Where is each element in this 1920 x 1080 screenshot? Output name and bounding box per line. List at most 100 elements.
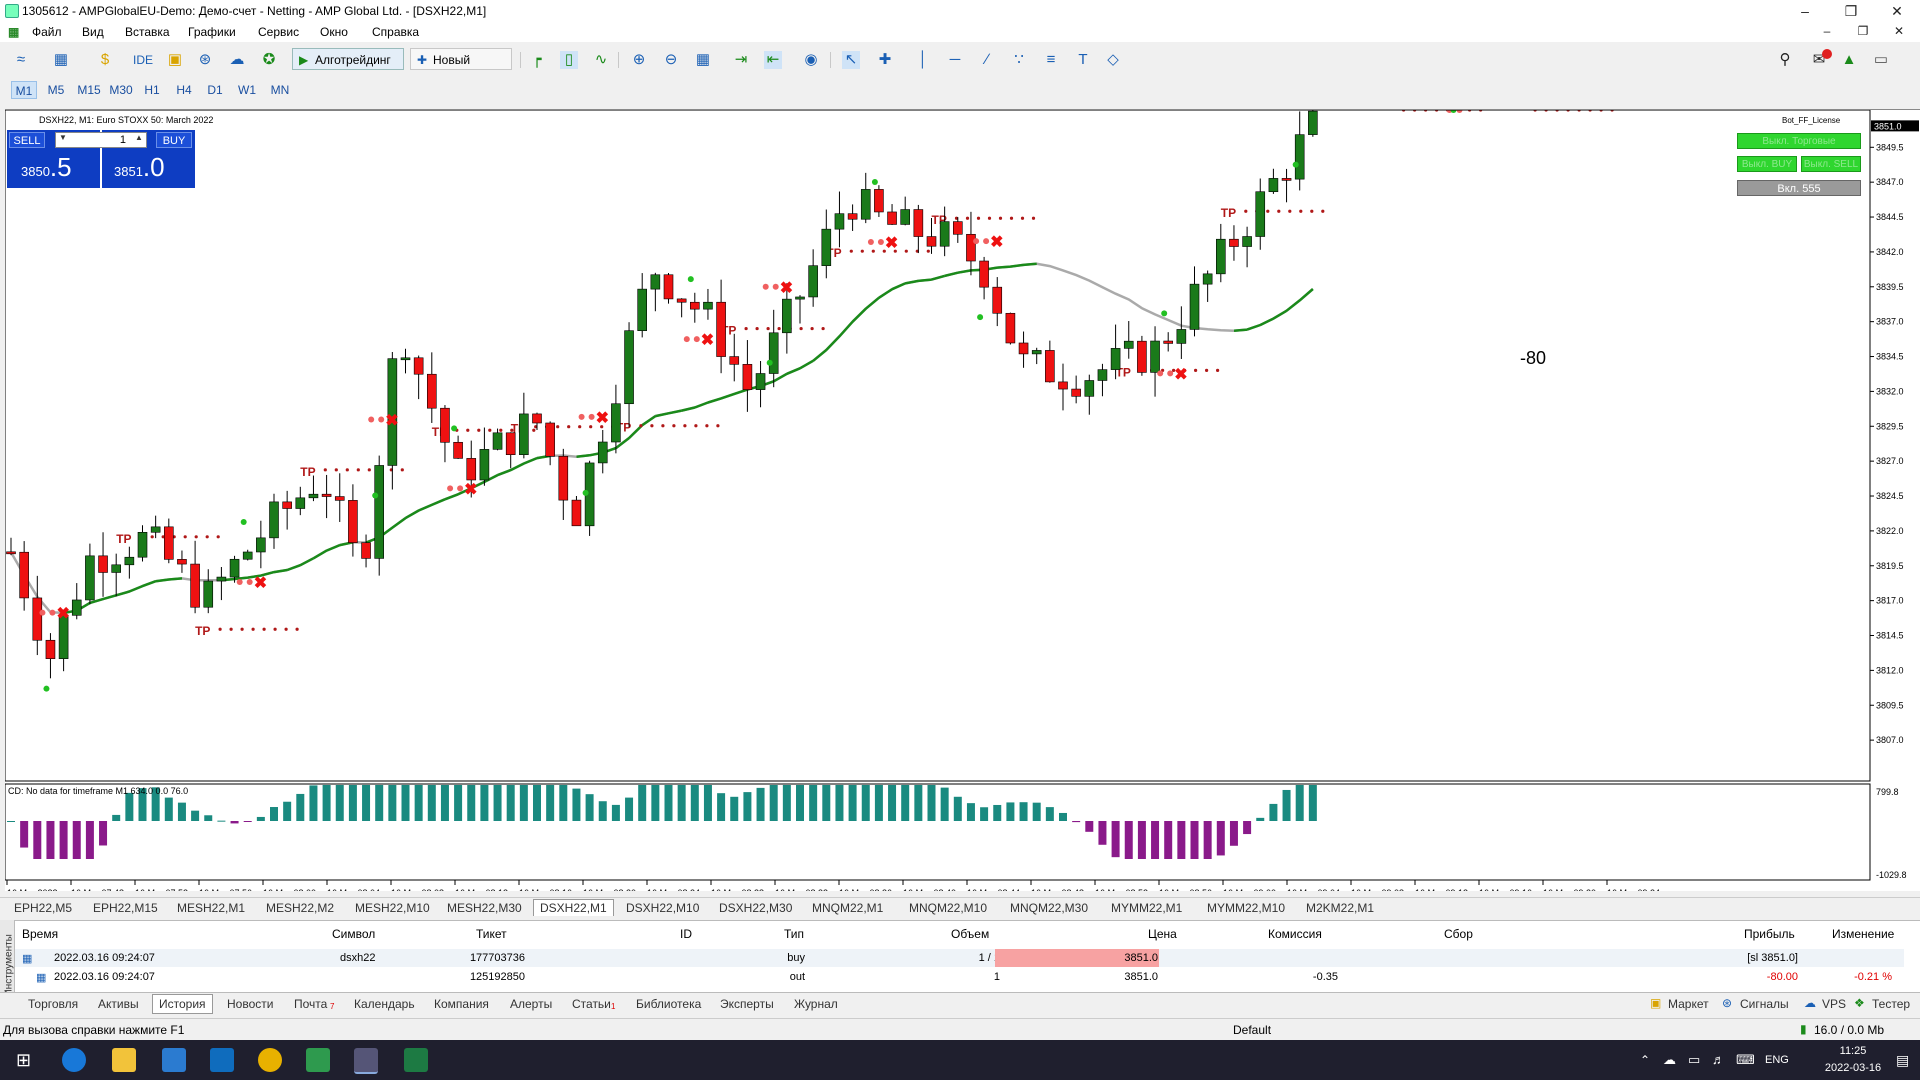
search-icon[interactable]: ⚲ — [1779, 51, 1791, 68]
metatrader-icon[interactable] — [306, 1048, 330, 1072]
col-time[interactable]: Время — [22, 927, 59, 941]
trendline-icon[interactable]: ∕ — [985, 51, 989, 68]
tab-mnqm22-m10[interactable]: MNQM22,M10 — [909, 901, 988, 915]
tf-mn[interactable]: MN — [270, 83, 290, 97]
excel-icon[interactable] — [404, 1048, 428, 1072]
tab-vps[interactable]: VPS — [1822, 997, 1847, 1011]
cloud-icon[interactable]: ☁ — [229, 51, 245, 68]
tab-m2km22-m1[interactable]: M2KM22,M1 — [1306, 901, 1375, 915]
volume-down-icon[interactable]: ▼ — [59, 133, 67, 142]
tab-mesh22-m10[interactable]: MESH22,M10 — [355, 901, 430, 915]
menu-help[interactable]: Справка — [372, 25, 420, 39]
tab-mesh22-m30[interactable]: MESH22,M30 — [447, 901, 522, 915]
col-change[interactable]: Изменение — [1832, 927, 1895, 941]
col-commission[interactable]: Комиссия — [1268, 927, 1322, 941]
chart-area[interactable]: TPTPTPTPTPTPTPTPTPTPTPTPTP ✖✖✖✖✖✖✖✖✖✖✖✖ … — [5, 109, 1920, 891]
table-row[interactable]: ▦ 2022.03.16 09:24:07 dsxh22 177703736 b… — [14, 949, 1904, 967]
chart-shift-icon[interactable]: ⇤ — [764, 51, 782, 69]
tab-dsxh22-m10[interactable]: DSXH22,M10 — [626, 901, 700, 915]
menu-charts[interactable]: Графики — [188, 25, 236, 39]
tab-library[interactable]: Библиотека — [636, 997, 702, 1011]
bag-icon[interactable]: ▣ — [167, 51, 183, 68]
ide-button[interactable]: IDE — [132, 53, 153, 67]
algotrading-button[interactable]: ▶ Алготрейдинг — [292, 48, 404, 70]
col-symbol[interactable]: Символ — [332, 927, 376, 941]
tab-journal[interactable]: Журнал — [794, 997, 838, 1011]
zoom-out-icon[interactable]: ⊖ — [664, 51, 678, 68]
tf-m5[interactable]: M5 — [47, 83, 65, 97]
tab-mesh22-m2[interactable]: MESH22,M2 — [266, 901, 335, 915]
tf-d1[interactable]: D1 — [207, 83, 223, 97]
volume-input[interactable]: 1 — [55, 132, 147, 148]
tray-display-icon[interactable]: ▭ — [1688, 1052, 1701, 1067]
col-type[interactable]: Тип — [784, 927, 805, 941]
menu-window[interactable]: Окно — [320, 25, 348, 39]
grid-icon[interactable]: ▦ — [695, 51, 711, 68]
tab-mnqm22-m1[interactable]: MNQM22,M1 — [812, 901, 884, 915]
sell-button[interactable]: SELL — [9, 132, 45, 148]
tray-volume-icon[interactable]: ♬ — [1712, 1052, 1725, 1067]
doc-minimize-button[interactable]: – — [1823, 24, 1831, 38]
tab-dsxh22-m1[interactable]: DSXH22,M1 — [533, 899, 614, 916]
dollar-icon[interactable]: $ — [100, 51, 110, 68]
bar-chart-icon[interactable]: ┍ — [532, 51, 542, 68]
sell-off-button[interactable]: Выкл. SELL — [1801, 156, 1861, 172]
col-profit[interactable]: Прибыль — [1744, 927, 1795, 941]
tab-market[interactable]: Маркет — [1668, 997, 1709, 1011]
tab-assets[interactable]: Активы — [98, 997, 139, 1011]
cursor-icon[interactable]: ↖ — [842, 51, 860, 69]
notification-center-icon[interactable]: ▤ — [1896, 1052, 1910, 1068]
table-row[interactable]: ▦ 2022.03.16 09:24:07 125192850 out 1 38… — [14, 968, 1904, 986]
toolbox-side-tab[interactable]: Инструменты — [0, 920, 15, 1014]
tab-company[interactable]: Компания — [434, 997, 489, 1011]
tf-m30[interactable]: M30 — [109, 83, 133, 97]
connection-icon[interactable]: ▭ — [1873, 51, 1889, 68]
volume-up-icon[interactable]: ▲ — [135, 133, 143, 142]
menu-insert[interactable]: Вставка — [125, 25, 170, 39]
tf-h1[interactable]: H1 — [144, 83, 160, 97]
tray-network-icon[interactable]: ☁ — [1663, 1052, 1676, 1067]
tf-h4[interactable]: H4 — [176, 83, 192, 97]
tab-mnqm22-m30[interactable]: MNQM22,M30 — [1010, 901, 1089, 915]
signal-icon[interactable]: ⊛ — [198, 51, 212, 68]
chart-type-icon[interactable]: ≈ — [16, 51, 26, 68]
fibonacci-icon[interactable]: ≡ — [1046, 51, 1056, 68]
menu-file[interactable]: Файл — [32, 25, 62, 39]
chrome-icon[interactable] — [258, 1048, 282, 1072]
menu-tools[interactable]: Сервис — [258, 25, 300, 39]
language-indicator[interactable]: ENG — [1765, 1054, 1789, 1066]
tab-tester[interactable]: Тестер — [1872, 997, 1911, 1011]
tab-experts[interactable]: Эксперты — [720, 997, 774, 1011]
signal-strength-icon[interactable]: ▲ — [1841, 51, 1857, 68]
trade-off-button[interactable]: Выкл. Торговые — [1737, 133, 1861, 149]
tab-mymm22-m10[interactable]: MYMM22,M10 — [1207, 901, 1286, 915]
minimize-button[interactable]: – — [1801, 3, 1809, 19]
tf-w1[interactable]: W1 — [238, 83, 256, 97]
screenshot-icon[interactable]: ◉ — [804, 51, 818, 68]
tab-mesh22-m1[interactable]: MESH22,M1 — [177, 901, 246, 915]
crosshair-icon[interactable]: ✚ — [878, 51, 892, 68]
doc-close-button[interactable]: ✕ — [1893, 24, 1905, 38]
profile-name[interactable]: Default — [1233, 1023, 1272, 1037]
col-fee[interactable]: Сбор — [1444, 927, 1473, 941]
edge-icon[interactable] — [62, 1048, 86, 1072]
doc-restore-button[interactable]: ❐ — [1857, 24, 1869, 38]
tab-mymm22-m1[interactable]: MYMM22,M1 — [1111, 901, 1183, 915]
clock-date[interactable]: 2022-03-16 — [1824, 1062, 1882, 1074]
tab-mail[interactable]: Почта — [294, 997, 328, 1011]
new-chart-icon[interactable]: ▦ — [53, 51, 69, 68]
vertical-line-icon[interactable]: │ — [918, 51, 928, 68]
text-tool-icon[interactable]: T — [1078, 51, 1088, 68]
horizontal-line-icon[interactable]: ─ — [949, 51, 961, 68]
tab-eph22-m15[interactable]: EPH22,M15 — [93, 901, 158, 915]
on-555-button[interactable]: Вкл. 555 — [1737, 180, 1861, 196]
windows-start-icon[interactable]: ⊞ — [16, 1050, 32, 1070]
col-id[interactable]: ID — [680, 927, 692, 941]
menu-view[interactable]: Вид — [82, 25, 104, 39]
tab-articles[interactable]: Статьи — [572, 997, 611, 1011]
sell-panel[interactable]: SELL 3850.5 — [7, 130, 100, 188]
col-price[interactable]: Цена — [1148, 927, 1177, 941]
tab-dsxh22-m30[interactable]: DSXH22,M30 — [719, 901, 793, 915]
tab-news[interactable]: Новости — [227, 997, 274, 1011]
active-app-icon[interactable] — [354, 1048, 378, 1074]
